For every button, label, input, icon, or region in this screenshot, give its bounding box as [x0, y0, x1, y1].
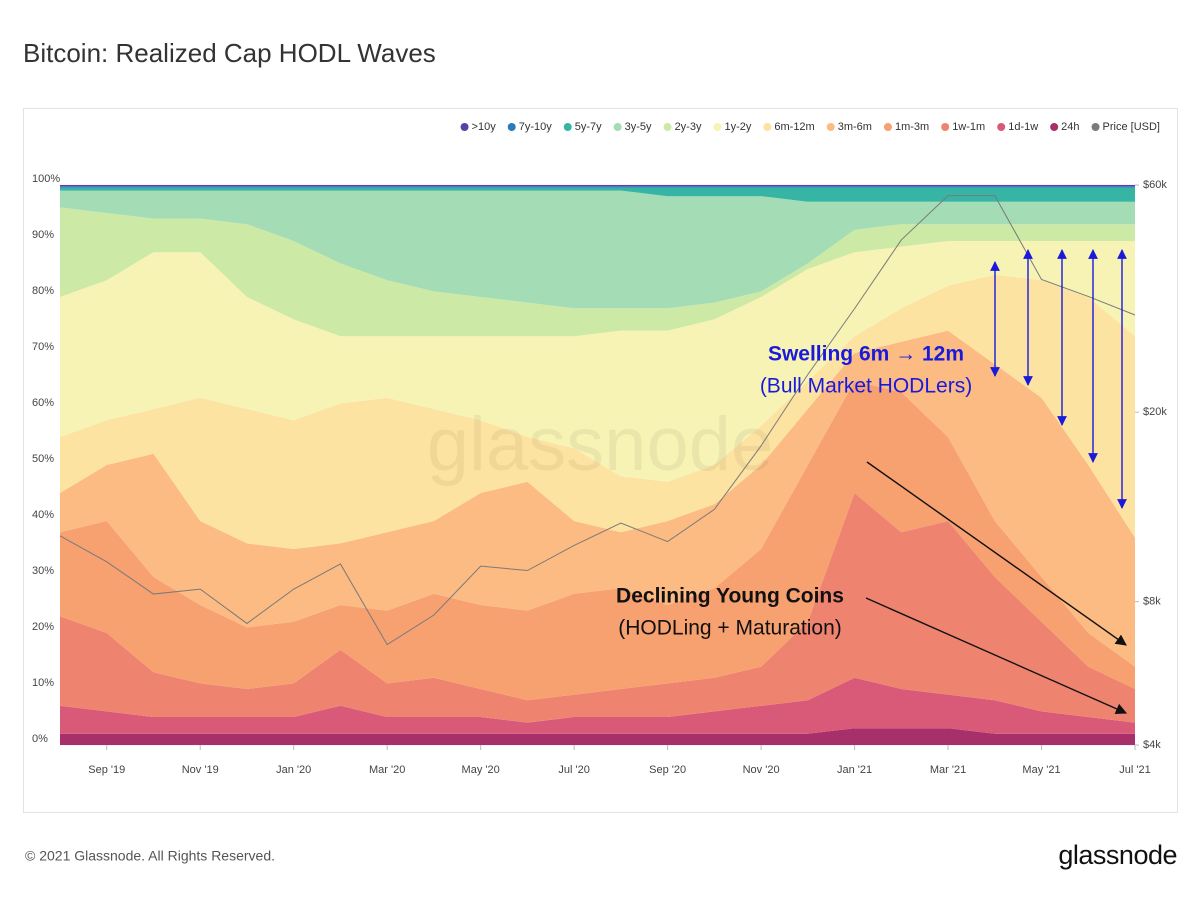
- area-band: [60, 186, 1135, 188]
- area-band: [60, 728, 1135, 745]
- legend-swatch: [613, 123, 622, 131]
- legend-label: >10y: [472, 121, 497, 133]
- x-tick-label: Sep '20: [649, 764, 686, 776]
- x-tick-label: May '21: [1022, 764, 1060, 776]
- legend-label: 1m-3m: [895, 121, 929, 133]
- y-tick-label: 40%: [32, 509, 54, 521]
- x-tick-label: Nov '20: [743, 764, 780, 776]
- legend-label: 1d-1w: [1008, 121, 1038, 133]
- y2-tick-label: $20k: [1143, 406, 1167, 418]
- legend-label: 3y-5y: [625, 121, 652, 133]
- arrow: [866, 461, 1127, 646]
- legend-swatch: [1050, 123, 1059, 131]
- y-tick-label: 80%: [32, 285, 54, 297]
- x-tick-label: Mar '20: [369, 764, 405, 776]
- annotation: Swelling 6m → 12m: [768, 343, 964, 366]
- legend-swatch: [507, 123, 516, 131]
- watermark: glassnode: [427, 402, 774, 487]
- annotation-arrows: [865, 249, 1128, 715]
- legend-label: 3m-6m: [838, 121, 872, 133]
- y-tick-label: 90%: [32, 229, 54, 241]
- x-tick-label: May '20: [462, 764, 500, 776]
- legend-swatch: [663, 123, 672, 131]
- annotation: Declining Young Coins: [616, 585, 844, 608]
- area-band: [60, 493, 1135, 723]
- arrow: [865, 597, 1128, 715]
- copyright: © 2021 Glassnode. All Rights Reserved.: [25, 848, 275, 864]
- legend-swatch: [713, 123, 722, 131]
- x-tick-label: Nov '19: [182, 764, 219, 776]
- area-band: [60, 190, 1135, 309]
- area-band: [60, 187, 1135, 202]
- y-tick-label: 60%: [32, 397, 54, 409]
- x-tick-label: Jul '21: [1119, 764, 1150, 776]
- y2-tick-label: $60k: [1143, 179, 1167, 191]
- legend-label: 1w-1m: [952, 121, 985, 133]
- legend-label: 2y-3y: [675, 121, 702, 133]
- annotation: (Bull Market HODLers): [760, 375, 972, 398]
- y-tick-label: 30%: [32, 565, 54, 577]
- legend-label: 24h: [1061, 121, 1079, 133]
- legend-label: 6m-12m: [774, 121, 814, 133]
- area-band: [60, 207, 1135, 337]
- legend-swatch: [460, 123, 469, 131]
- y-tick-label: 0%: [32, 733, 48, 745]
- legend-swatch: [563, 123, 572, 131]
- y2-tick-label: $8k: [1143, 596, 1161, 608]
- x-tick-label: Jan '21: [837, 764, 872, 776]
- legend-label: 7y-10y: [519, 121, 553, 133]
- legend-swatch: [883, 123, 892, 131]
- y2-tick-label: $4k: [1143, 739, 1161, 751]
- price-line: [59, 195, 1136, 646]
- legend-label: Price [USD]: [1103, 121, 1160, 133]
- area-band: [60, 381, 1135, 701]
- legend-swatch: [941, 123, 950, 131]
- area-band: [60, 330, 1135, 667]
- y-tick-label: 20%: [32, 621, 54, 633]
- legend-label: 1y-2y: [724, 121, 751, 133]
- legend-swatch: [997, 123, 1006, 131]
- y-tick-label: 10%: [32, 677, 54, 689]
- area-band: [60, 677, 1135, 734]
- legend-swatch: [763, 123, 772, 131]
- legend-swatch: [826, 123, 835, 131]
- annotation: (HODLing + Maturation): [618, 617, 842, 640]
- x-tick-label: Jul '20: [558, 764, 589, 776]
- y-tick-label: 50%: [32, 453, 54, 465]
- chart-frame: [23, 108, 1178, 813]
- area-band: [60, 274, 1135, 549]
- area-band: [60, 241, 1135, 482]
- y-tick-label: 100%: [32, 173, 60, 185]
- chart-title: Bitcoin: Realized Cap HODL Waves: [23, 38, 436, 68]
- legend-swatch: [1091, 123, 1100, 131]
- x-tick-label: Jan '20: [276, 764, 311, 776]
- logo: glassnode: [1058, 840, 1177, 870]
- area-band: [60, 185, 1135, 187]
- y-tick-label: 70%: [32, 341, 54, 353]
- legend-label: 5y-7y: [575, 121, 602, 133]
- x-tick-label: Sep '19: [88, 764, 125, 776]
- x-tick-label: Mar '21: [930, 764, 966, 776]
